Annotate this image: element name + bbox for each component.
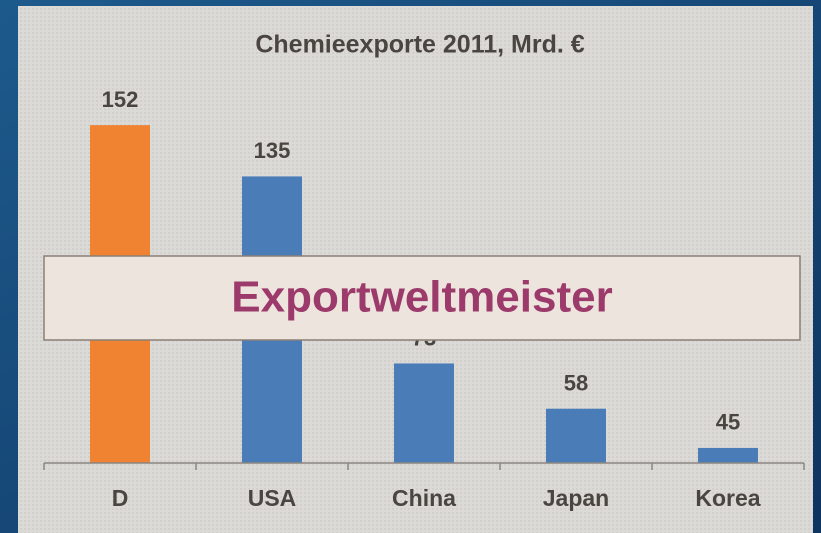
x-tick-label: D <box>112 485 129 511</box>
data-label: 135 <box>254 138 291 163</box>
bar <box>698 447 758 463</box>
bar <box>546 408 606 463</box>
data-label: 45 <box>716 410 740 435</box>
chart-title: Chemieexporte 2011, Mrd. € <box>255 31 584 59</box>
x-tick-label: USA <box>248 485 297 511</box>
x-tick-label: Korea <box>695 485 760 511</box>
bar <box>394 363 454 463</box>
annotation: Exportweltmeister <box>231 273 612 322</box>
x-tick-label: Japan <box>543 485 609 511</box>
data-label: 58 <box>564 371 588 396</box>
data-label: 152 <box>102 87 139 112</box>
annotation-box <box>43 255 801 341</box>
x-tick-label: China <box>392 485 456 511</box>
